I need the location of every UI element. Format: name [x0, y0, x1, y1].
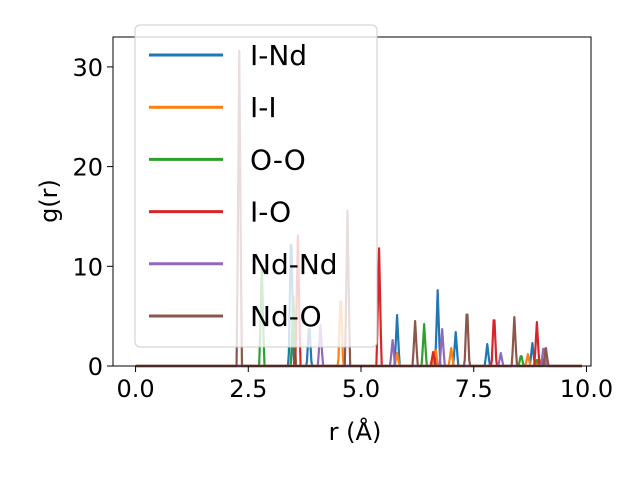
x-tick-label: 2.5: [229, 375, 267, 403]
x-tick-label: 7.5: [455, 375, 493, 403]
y-tick-label: 10: [72, 253, 103, 281]
legend-label-i-o: I-O: [250, 196, 291, 229]
x-tick-label: 10.0: [560, 375, 613, 403]
x-axis-label: r (Å): [329, 417, 382, 446]
y-axis-label: g(r): [35, 179, 63, 223]
legend-box: [134, 24, 378, 348]
legend-label-o-o: O-O: [250, 143, 306, 176]
legend-label-i-nd: I-Nd: [250, 39, 307, 72]
y-tick-label: 20: [72, 154, 103, 182]
x-tick-label: 0.0: [116, 375, 154, 403]
axes: 0.0 2.5 5.0 7.5 10.0 0 10 20 30: [72, 36, 613, 403]
legend: I-Nd I-I O-O I-O Nd-Nd Nd-O: [134, 24, 378, 348]
y-tick-label: 30: [72, 54, 103, 82]
y-tick-label: 0: [88, 353, 103, 381]
x-tick-label: 5.0: [342, 375, 380, 403]
legend-label-nd-o: Nd-O: [250, 300, 322, 333]
legend-label-nd-nd: Nd-Nd: [250, 248, 338, 281]
legend-label-i-i: I-I: [250, 91, 277, 124]
